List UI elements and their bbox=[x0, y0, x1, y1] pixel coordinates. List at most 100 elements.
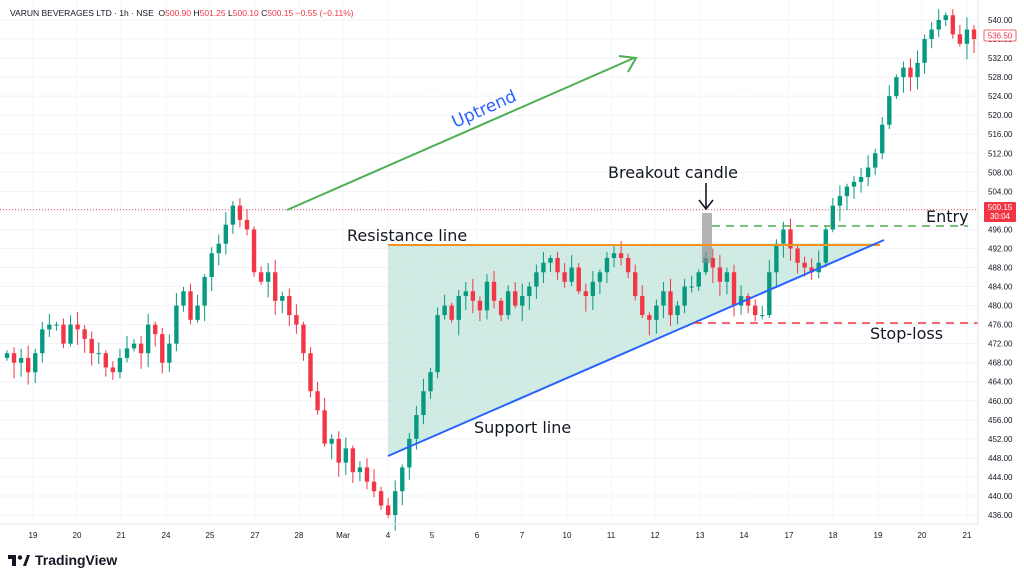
price-tick-label: 440.00 bbox=[988, 492, 1013, 501]
candle-body bbox=[647, 315, 652, 320]
candle-body bbox=[604, 257, 610, 273]
candle-body bbox=[505, 291, 511, 316]
support-label: Support line bbox=[474, 418, 571, 437]
candle-body bbox=[378, 491, 384, 506]
candle-body bbox=[625, 257, 631, 273]
close-label: C bbox=[261, 8, 268, 18]
candle-body bbox=[167, 343, 172, 363]
candle-body bbox=[491, 281, 497, 301]
time-tick-label: 27 bbox=[251, 531, 260, 540]
candle-body bbox=[865, 167, 871, 178]
candle-body bbox=[774, 243, 779, 273]
candle-body bbox=[61, 324, 66, 344]
symbol-name: VARUN BEVERAGES LTD · 1h · NSE bbox=[10, 8, 154, 18]
candle-body bbox=[696, 272, 701, 287]
candles bbox=[4, 9, 977, 531]
candle-body bbox=[223, 224, 228, 244]
time-axis[interactable]: 19 20 21 24 25 27 28 Mar 4 5 6 7 10 11 12 13 14 17 18 19 20 2… bbox=[29, 531, 972, 540]
candle-body bbox=[724, 272, 730, 282]
price-tick-label: 504.00 bbox=[988, 187, 1013, 196]
low-value: 500.10 bbox=[232, 8, 259, 18]
candle-body bbox=[753, 305, 758, 316]
time-tick-label: 5 bbox=[430, 531, 435, 540]
candle-body bbox=[110, 367, 116, 373]
candle-body bbox=[280, 296, 285, 301]
candle-body bbox=[124, 348, 130, 358]
candle-body bbox=[364, 467, 370, 482]
candle-body bbox=[576, 267, 581, 292]
candle-body bbox=[767, 272, 772, 316]
candle-body bbox=[449, 305, 454, 320]
candle-body bbox=[901, 67, 906, 78]
candle-body bbox=[117, 357, 123, 373]
candle-body bbox=[89, 338, 94, 354]
candle-body bbox=[597, 272, 603, 282]
candle-body bbox=[583, 291, 588, 297]
current-price-tag-bg bbox=[984, 202, 1016, 222]
price-tick-label: 468.00 bbox=[988, 359, 1013, 368]
close-value: 500.15 bbox=[267, 8, 294, 18]
tradingview-brand[interactable]: TradingView bbox=[8, 552, 117, 568]
candle-body bbox=[329, 438, 334, 444]
candle-body bbox=[484, 281, 490, 311]
candle-body bbox=[308, 353, 313, 392]
current-price-tag: 500.15 30:04 bbox=[984, 202, 1016, 222]
top-price-value: 536.50 bbox=[988, 32, 1013, 41]
candle-body bbox=[209, 253, 214, 278]
candle-body bbox=[4, 353, 10, 358]
candle-body bbox=[463, 291, 468, 297]
price-tick-label: 516.00 bbox=[988, 130, 1013, 139]
low-label: L bbox=[228, 8, 233, 18]
candle-body bbox=[908, 67, 913, 78]
time-tick-label: 20 bbox=[918, 531, 927, 540]
candle-body bbox=[957, 34, 963, 44]
candle-body bbox=[527, 286, 532, 297]
breakout-candle bbox=[702, 213, 712, 263]
candle-body bbox=[738, 296, 744, 306]
time-tick-label: Mar bbox=[336, 531, 350, 540]
candle-body bbox=[541, 262, 546, 273]
candle-body bbox=[872, 153, 878, 168]
candle-body bbox=[971, 29, 977, 40]
candle-body bbox=[760, 315, 765, 317]
price-tick-label: 496.00 bbox=[988, 225, 1013, 234]
candle-body bbox=[823, 229, 828, 263]
candle-body bbox=[950, 15, 956, 35]
candle-body bbox=[174, 305, 179, 344]
candle-body bbox=[181, 291, 186, 306]
candle-body bbox=[138, 343, 144, 354]
candle-body bbox=[258, 272, 264, 282]
candle-body bbox=[618, 253, 624, 258]
candle-body bbox=[428, 372, 433, 392]
candle-body bbox=[421, 391, 426, 416]
candle-body bbox=[710, 257, 716, 268]
candle-body bbox=[802, 262, 807, 268]
candle-body bbox=[830, 205, 836, 230]
candle-body bbox=[682, 286, 687, 306]
candle-body bbox=[25, 357, 31, 373]
price-axis[interactable]: 436.00 440.00 444.00 448.00 452.00 456.00 460.… bbox=[988, 16, 1013, 520]
price-tick-label: 484.00 bbox=[988, 283, 1013, 292]
candle-body bbox=[244, 219, 250, 230]
candle-body bbox=[470, 291, 476, 301]
candle-body bbox=[96, 353, 101, 355]
candle-body bbox=[435, 315, 440, 373]
time-tick-label: 24 bbox=[162, 531, 171, 540]
time-tick-label: 25 bbox=[206, 531, 215, 540]
time-tick-label: 28 bbox=[295, 531, 304, 540]
time-tick-label: 20 bbox=[73, 531, 82, 540]
candle-body bbox=[265, 272, 271, 282]
time-tick-label: 10 bbox=[563, 531, 572, 540]
candle-body bbox=[781, 229, 786, 244]
time-tick-label: 4 bbox=[386, 531, 391, 540]
tradingview-wordmark: TradingView bbox=[35, 552, 118, 568]
time-tick-label: 13 bbox=[696, 531, 705, 540]
candle-body bbox=[717, 267, 723, 282]
price-tick-label: 524.00 bbox=[988, 92, 1013, 101]
time-tick-label: 12 bbox=[651, 531, 660, 540]
candle-body bbox=[809, 267, 814, 273]
candle-body bbox=[273, 272, 278, 301]
breakout-label: Breakout candle bbox=[608, 163, 738, 182]
stoploss-label: Stop-loss bbox=[870, 324, 943, 343]
